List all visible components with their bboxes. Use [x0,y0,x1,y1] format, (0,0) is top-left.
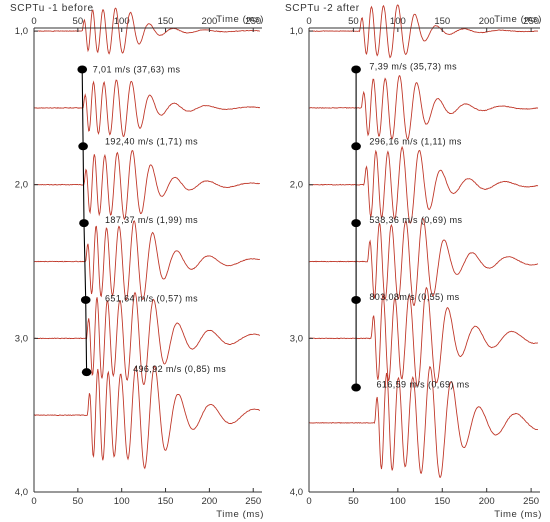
arrival-marker [351,142,361,151]
waveform-traces [33,7,261,470]
arrival-marker [351,219,361,228]
x-tick-label: 50 [348,496,359,507]
waveform-trace [33,79,261,138]
velocity-annotation: 651,64 m/s (0,57) ms [105,293,198,303]
arrival-marker [351,383,361,392]
x-tick-label: 150 [158,496,174,507]
x-tick-label: 250 [245,496,261,507]
y-tick-label: 2,0 [290,180,303,191]
waveform-trace [33,220,261,301]
waveform-trace [308,4,539,59]
waveform-trace [33,149,260,221]
x-tick-label: 200 [201,16,217,27]
y-tick-label: 1,0 [15,26,28,37]
arrival-marker [351,295,361,304]
y-tick-label: 2,0 [15,180,28,191]
x-tick-label: 250 [245,16,261,27]
arrival-marker [80,295,91,304]
waveform-trace [308,145,539,224]
x-tick-label: 0 [306,496,311,507]
x-tick-label: 50 [348,16,359,27]
panel-title: SCPTu -1 before [10,3,94,14]
x-tick-label: 0 [306,16,311,27]
x-ticks-top: 0 50 100 150 200 250 [306,16,539,27]
x-ticks-bottom: 0 50 100 150 200 250 [306,496,539,507]
x-axis-label-bottom: Time (ms) [216,509,264,520]
arrival-markers [351,65,361,392]
arrival-marker [79,219,89,228]
x-axis-label-bottom: Time (ms) [494,509,542,520]
x-tick-label: 100 [390,16,406,27]
arrival-marker [77,65,88,74]
panel-scptu-1: SCPTu -1 before Time (ms) Time (ms) 0 50… [10,3,264,520]
velocity-annotation: 496,92 m/s (0,85) ms [133,364,226,374]
velocity-annotation: 296,16 m/s (1,11) ms [369,137,461,147]
velocity-annotation: 538,36 m/s (0,69) ms [369,215,462,225]
x-ticks-top: 0 50 100 150 200 250 [31,16,261,27]
waveform-trace [33,365,261,470]
arrival-marker [81,368,92,377]
x-tick-label: 50 [73,16,84,27]
y-ticks: 1,0 2,0 3,0 4,0 [15,26,28,498]
waveform-trace [308,286,538,387]
velocity-annotation: 7,01 m/s (37,63) ms [93,64,181,74]
velocity-annotation: 7,39 m/s (35,73) ms [369,61,457,71]
x-tick-label: 250 [523,496,539,507]
x-tick-label: 200 [479,496,495,507]
arrival-markers [77,65,92,377]
x-axis-label-top: Time (ms) [216,14,264,25]
x-tick-label: 0 [31,496,36,507]
x-tick-label: 100 [390,496,406,507]
waveform-traces [308,4,539,478]
velocity-annotation: 192,40 m/s (1,71) ms [105,137,198,147]
velocity-annotation: 803,08m/s (0,55) ms [369,292,459,302]
y-tick-label: 3,0 [15,333,28,344]
panel-title: SCPTu -2 after [285,3,360,14]
x-tick-label: 150 [158,16,174,27]
y-tick-label: 4,0 [15,487,28,498]
velocity-annotations: 7,39 m/s (35,73) ms 296,16 m/s (1,11) ms… [369,61,469,389]
y-tick-label: 3,0 [290,333,303,344]
waveform-trace [308,75,539,140]
x-tick-label: 200 [201,496,217,507]
waveform-trace [33,7,260,55]
y-tick-label: 1,0 [290,26,303,37]
x-tick-label: 150 [434,496,450,507]
x-tick-label: 100 [114,496,130,507]
x-tick-label: 50 [73,496,84,507]
velocity-annotations: 7,01 m/s (37,63) ms 192,40 m/s (1,71) ms… [93,64,226,374]
arrival-marker [78,142,88,151]
waveform-trace [308,217,539,306]
panel-scptu-2: SCPTu -2 after Time (ms) Time (ms) 0 50 … [285,3,542,520]
waveform-trace [308,366,539,478]
arrival-marker [351,65,361,74]
y-tick-label: 4,0 [290,487,303,498]
x-tick-label: 100 [114,16,130,27]
x-tick-label: 200 [479,16,495,27]
velocity-annotation: 187,37 m/s (1,99) ms [105,215,198,225]
y-ticks: 1,0 2,0 3,0 4,0 [290,26,303,498]
x-tick-label: 250 [523,16,539,27]
velocity-annotation: 616,59 m/s (0,69) ms [377,379,470,389]
x-axis-label-top: Time (ms) [494,14,542,25]
x-ticks-bottom: 0 50 100 150 200 250 [31,496,261,507]
x-tick-label: 0 [31,16,36,27]
waveform-trace [33,291,260,385]
x-tick-label: 150 [434,16,450,27]
